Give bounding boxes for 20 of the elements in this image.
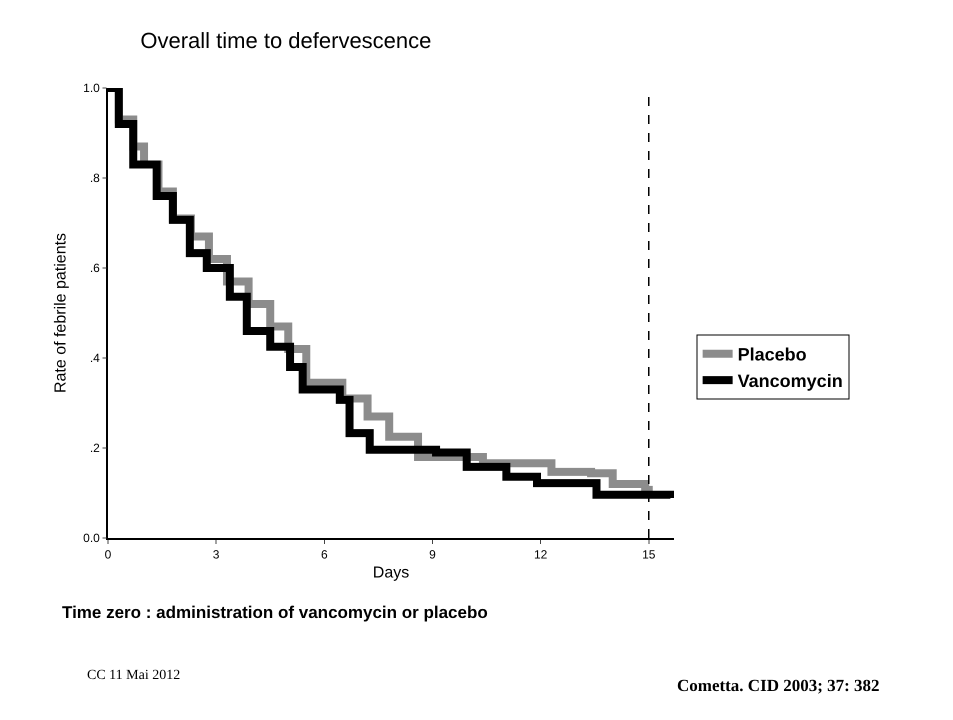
x-tick-label: 15 <box>642 547 656 562</box>
legend-label: Vancomycin <box>738 371 843 392</box>
y-axis-title: Rate of febrile patients <box>52 232 70 394</box>
text: Time zero : administration of vancomycin or placebo <box>62 603 488 622</box>
chart-title: Overall time to defervescence <box>140 28 432 53</box>
x-tick-label: 9 <box>429 547 436 562</box>
legend-label: Placebo <box>738 344 807 365</box>
x-tick-label: 6 <box>320 547 328 562</box>
y-tick-label: 0.0 <box>83 531 100 546</box>
y-tick-label: .8 <box>90 171 100 186</box>
text: Cometta. CID 2003; 37: 382 <box>677 676 880 695</box>
y-tick-label: 1.0 <box>83 81 100 96</box>
y-tick-label: .2 <box>90 441 100 456</box>
text: CC 11 Mai 2012 <box>87 668 180 683</box>
x-axis-title: Days <box>372 564 410 582</box>
y-tick-label: .6 <box>90 261 100 276</box>
x-tick-label: 0 <box>104 547 112 562</box>
y-tick-label: .4 <box>90 351 100 366</box>
x-tick-label: 3 <box>212 547 220 562</box>
x-tick-label: 12 <box>534 547 548 562</box>
